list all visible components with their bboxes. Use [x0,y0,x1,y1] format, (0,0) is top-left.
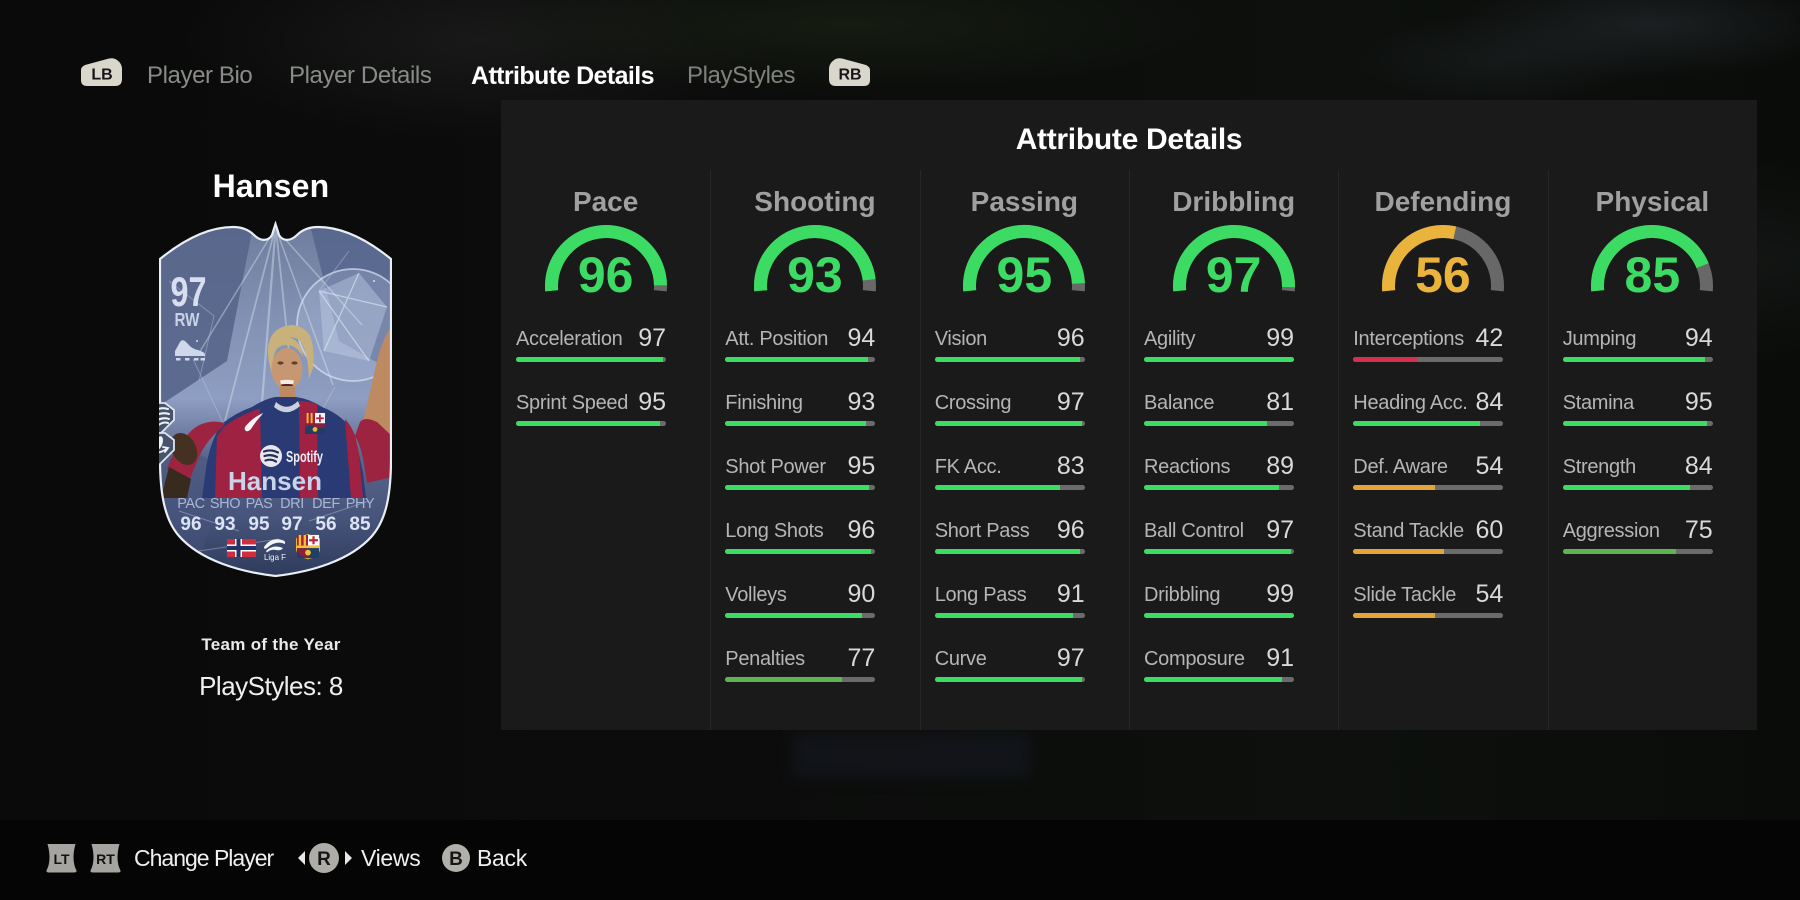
svg-text:97: 97 [171,268,207,315]
svg-text:85: 85 [349,514,371,535]
svg-text:95: 95 [248,514,270,535]
svg-text:PHY: PHY [346,496,375,512]
svg-text:Liga F: Liga F [264,552,286,562]
svg-text:DRI: DRI [280,496,304,512]
svg-text:Spotify: Spotify [286,449,323,466]
svg-text:RW: RW [175,310,200,330]
svg-text:LB: LB [91,67,112,84]
svg-text:RT: RT [96,851,115,867]
svg-text:R: R [317,849,331,870]
svg-text:RB: RB [838,67,861,84]
svg-text:PAS: PAS [246,496,273,512]
svg-text:PAC: PAC [177,496,205,512]
svg-text:B: B [449,849,463,870]
svg-text:LT: LT [53,851,70,867]
svg-text:Hansen: Hansen [228,466,322,496]
svg-text:SHO: SHO [210,496,240,512]
svg-text:56: 56 [315,514,336,535]
svg-text:93: 93 [214,514,235,535]
svg-text:DEF: DEF [312,496,340,512]
svg-text:97: 97 [281,514,302,535]
svg-text:96: 96 [180,514,201,535]
